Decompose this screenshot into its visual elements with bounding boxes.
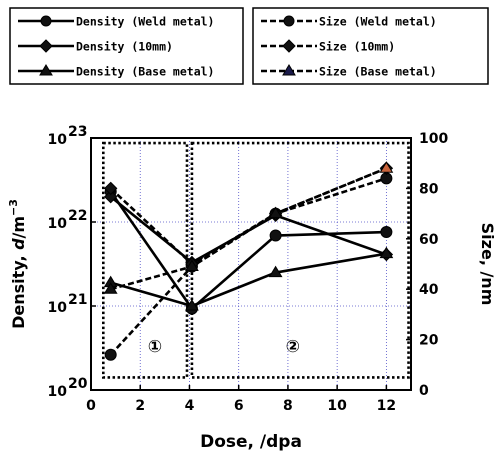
data-point-density-base-metal-2 xyxy=(268,265,283,278)
axis-labels: Dose, /dpa Density, d/m−3 Size, /nm xyxy=(7,199,497,452)
y-left-tick-label-20: 10 xyxy=(48,384,68,400)
y-left-tick-label-23: 10 xyxy=(48,132,68,148)
legend-item-size-weld-metal: Size (Weld metal) xyxy=(261,15,437,29)
series-density-10mm xyxy=(103,190,394,270)
legend-label-size-weld-metal: Size (Weld metal) xyxy=(319,15,437,29)
series-line-size-10mm xyxy=(109,167,387,266)
legend-marker-size-weld-metal xyxy=(283,15,295,27)
legend-label-density-weld-metal: Density (Weld metal) xyxy=(76,15,214,29)
y-left-tick-exp-21: 21 xyxy=(68,292,87,308)
y-right-tick-label-60: 60 xyxy=(419,232,439,248)
y-left-title-var: d xyxy=(9,238,28,250)
x-tick-label-2: 2 xyxy=(135,398,145,414)
legend-marker-density-base-metal xyxy=(39,64,53,76)
series-layer xyxy=(103,161,394,361)
data-point-size-base-metal-3 xyxy=(379,161,394,173)
series-line-size-weld-metal xyxy=(109,177,387,356)
data-point-size-10mm-0 xyxy=(103,181,118,196)
data-point-size-base-metal-0 xyxy=(103,282,118,294)
legend-label-size-10mm: Size (10mm) xyxy=(319,40,395,54)
legend-label-density-base-metal: Density (Base metal) xyxy=(76,65,214,79)
y-right-tick-label-40: 40 xyxy=(419,282,439,298)
y-left-tick-exp-22: 22 xyxy=(68,208,87,224)
y-left-title-part: Density, xyxy=(9,250,28,329)
y-left-axis-title: Density, d/m−3 xyxy=(7,199,28,329)
y-right-tick-label-20: 20 xyxy=(419,333,439,349)
data-point-density-weld-metal-3 xyxy=(380,226,393,239)
legend-label-density-10mm: Density (10mm) xyxy=(76,40,173,54)
y-left-tick-exp-23: 23 xyxy=(68,124,87,140)
series-line-density-weld-metal xyxy=(109,190,387,310)
y-right-axis-title: Size, /nm xyxy=(478,223,497,306)
y-left-tick-label-22: 10 xyxy=(48,216,68,232)
plot-frame xyxy=(90,137,412,391)
y-left-title-exp: −3 xyxy=(7,199,20,216)
series-size-weld-metal xyxy=(104,172,393,361)
data-point-size-weld-metal-0 xyxy=(104,348,117,361)
region-label-2: ② xyxy=(286,337,300,357)
legend-item-size-base-metal: Size (Base metal) xyxy=(261,64,437,79)
legend-marker-size-base-metal xyxy=(282,64,296,76)
legend-label-size-base-metal: Size (Base metal) xyxy=(319,65,437,79)
data-point-size-base-metal-2 xyxy=(268,206,283,219)
data-point-density-weld-metal-2 xyxy=(269,229,282,242)
x-tick-label-6: 6 xyxy=(234,398,244,414)
x-tick-label-8: 8 xyxy=(283,398,293,414)
y-left-tick-label-21: 10 xyxy=(48,300,68,316)
x-tick-label-4: 4 xyxy=(185,398,195,414)
grid xyxy=(91,138,411,390)
y-right-tick-label-100: 100 xyxy=(419,131,448,147)
y-left-title-unit: /m xyxy=(9,216,28,239)
y-left-tick-exp-20: 20 xyxy=(68,376,88,392)
series-density-base-metal xyxy=(103,246,394,311)
data-point-density-base-metal-1 xyxy=(185,299,199,311)
legend-item-density-base-metal: Density (Base metal) xyxy=(18,64,214,79)
data-point-density-base-metal-3 xyxy=(379,246,394,259)
series-size-base-metal xyxy=(103,161,394,294)
legend-marker-density-10mm xyxy=(39,39,53,53)
series-density-weld-metal xyxy=(104,185,393,315)
legend-marker-density-weld-metal xyxy=(40,15,52,27)
region-label-1: ① xyxy=(148,337,162,357)
x-tick-label-10: 10 xyxy=(327,398,347,414)
legend-item-density-weld-metal: Density (Weld metal) xyxy=(18,15,214,29)
data-point-density-10mm-0 xyxy=(103,190,118,204)
series-line-density-base-metal xyxy=(110,252,387,308)
x-tick-label-12: 12 xyxy=(377,398,396,414)
legend-item-density-10mm: Density (10mm) xyxy=(18,39,173,54)
region-box-1 xyxy=(102,141,189,379)
series-line-density-10mm xyxy=(109,195,387,264)
x-tick-label-0: 0 xyxy=(86,398,96,414)
legend-item-size-10mm: Size (10mm) xyxy=(261,39,395,54)
x-axis-title: Dose, /dpa xyxy=(200,432,302,452)
legend: Density (Weld metal) Density (10mm) Densit… xyxy=(9,7,489,85)
legend-marker-size-10mm xyxy=(282,39,296,53)
y-right-tick-label-80: 80 xyxy=(419,181,439,197)
series-line-size-base-metal xyxy=(110,167,387,291)
region-box-2 xyxy=(190,141,410,379)
data-point-size-base-metal-1 xyxy=(185,259,199,272)
y-right-tick-label-0: 0 xyxy=(419,383,429,399)
series-size-10mm xyxy=(103,161,394,271)
